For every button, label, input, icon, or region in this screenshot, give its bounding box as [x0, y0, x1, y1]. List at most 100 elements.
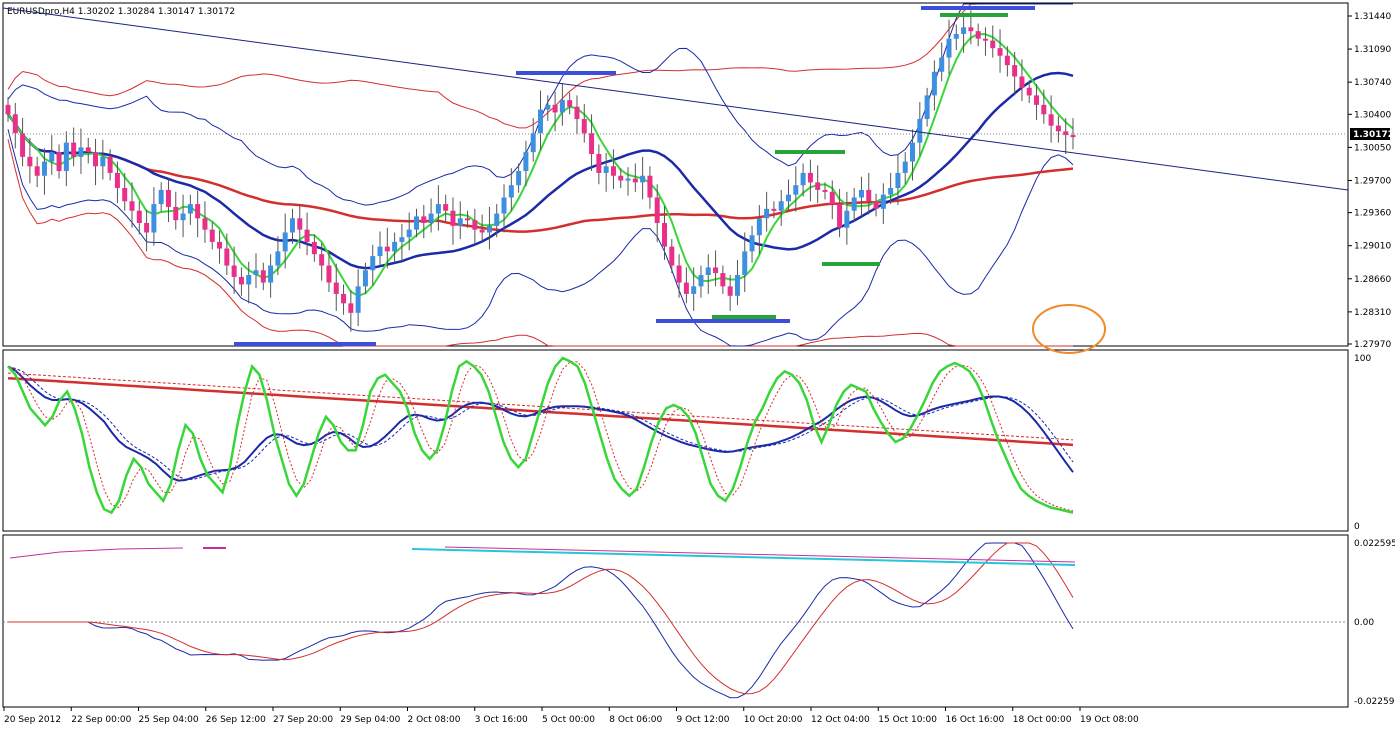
oscillator-axis: 100 0	[1354, 354, 1371, 532]
highlight-ellipse	[1032, 304, 1106, 354]
oscillator-tick-label: 100	[1354, 354, 1371, 364]
candle-body	[815, 182, 821, 190]
candle-body	[311, 241, 317, 255]
time-tick-label: 27 Sep 20:00	[273, 715, 333, 725]
time-axis: 20 Sep 2012 22 Sep 00:00 25 Sep 04:00 26 Se…	[3, 707, 1139, 725]
candle-body	[669, 246, 675, 266]
time-tick-label: 9 Oct 12:00	[677, 715, 730, 725]
macd-line	[8, 542, 1074, 699]
candle-body	[654, 197, 660, 224]
time-tick-label: 19 Oct 08:00	[1080, 715, 1139, 725]
candle-body	[34, 166, 40, 176]
candle-body	[961, 27, 967, 34]
candle-body	[895, 172, 901, 189]
band-lower	[7, 129, 1074, 347]
candle-body	[508, 185, 514, 198]
time-tick-label: 12 Oct 04:00	[811, 715, 870, 725]
candle-body	[756, 218, 762, 236]
candle-body	[1070, 135, 1076, 138]
candle-body	[260, 270, 266, 283]
candle-body	[888, 188, 894, 195]
oscillator-indicators	[7, 356, 1074, 515]
candle-body	[778, 201, 784, 211]
candle-body	[56, 152, 62, 172]
candle-body	[282, 232, 288, 252]
candle-body	[968, 27, 974, 32]
candle-body	[603, 166, 609, 173]
candle-body	[975, 31, 981, 39]
candle-body	[122, 188, 128, 202]
candle-body	[844, 210, 850, 228]
medium-moving-average	[7, 71, 1074, 270]
candle-body	[428, 213, 434, 224]
candle-body	[552, 104, 558, 113]
price-tick-label: 1.31090	[1354, 45, 1391, 55]
time-tick-label: 2 Oct 08:00	[408, 715, 461, 725]
candle-body	[165, 189, 171, 207]
candle-body	[800, 172, 806, 186]
price-tick-label: 1.30050	[1354, 143, 1391, 153]
price-tick-label: 1.29700	[1354, 176, 1391, 186]
candle-body	[399, 237, 405, 242]
current-price-label: 1.30172	[1353, 130, 1394, 140]
candle-body	[392, 241, 398, 252]
time-tick-label: 3 Oct 16:00	[475, 715, 528, 725]
macd-axis: 0.022595 0.00 -0.022595	[1354, 539, 1395, 707]
candle-body	[319, 254, 325, 266]
candle-body	[997, 48, 1003, 56]
candle-body	[873, 201, 879, 209]
time-tick-label: 15 Oct 10:00	[878, 715, 937, 725]
candle-body	[858, 189, 864, 198]
candle-body	[1004, 55, 1010, 66]
candle-body	[144, 223, 150, 233]
candle-body	[341, 293, 347, 304]
main-panel-frame	[2, 2, 1349, 347]
candle-body	[953, 33, 959, 39]
macd-magenta-line	[444, 546, 1076, 563]
oscillator-red-signal	[7, 372, 1074, 441]
candle-body	[377, 246, 383, 257]
candle-body	[691, 286, 697, 294]
candle-body	[516, 171, 522, 186]
chart-header: EURUSDpro,H4 1.30202 1.30284 1.30147 1.3…	[7, 7, 235, 17]
candle-body	[866, 189, 872, 202]
macd-magenta-segment	[9, 547, 184, 559]
candle-body	[822, 189, 828, 192]
candle-body	[589, 133, 595, 155]
candle-body	[5, 104, 11, 115]
macd-cyan-line	[411, 548, 1076, 566]
candle-body	[851, 197, 857, 211]
candle-body	[27, 156, 33, 167]
candle-body	[1063, 131, 1069, 136]
candle-body	[107, 156, 113, 173]
candle-body	[662, 223, 668, 247]
candle-body	[406, 229, 412, 238]
time-tick-label: 20 Sep 2012	[4, 715, 61, 725]
candle-body	[545, 104, 551, 110]
candle-body	[705, 267, 711, 275]
candle-body	[625, 178, 631, 181]
macd-tick-label: 0.022595	[1354, 539, 1395, 549]
candle-body	[370, 256, 376, 271]
candle-body	[187, 204, 193, 214]
candle-body	[195, 204, 201, 219]
candle-body	[486, 225, 492, 233]
candle-body	[63, 142, 69, 172]
candle-body	[268, 265, 274, 283]
candle-body	[910, 142, 916, 162]
candle-body	[443, 204, 449, 211]
candle-body	[326, 265, 332, 283]
candle-body	[217, 241, 223, 249]
candle-body	[355, 286, 361, 313]
candle-body	[129, 201, 135, 211]
time-tick-label: 5 Oct 00:00	[542, 715, 595, 725]
candle-body	[939, 57, 945, 72]
oscillator-green-line	[7, 356, 1074, 515]
price-axis: 1.31440 1.31090 1.30740 1.30400 1.30050 1.297…	[1348, 12, 1391, 350]
candle-body	[450, 210, 456, 226]
macd-tick-label: 0.00	[1354, 618, 1374, 628]
candle-body	[472, 220, 478, 230]
current-price-box	[1350, 128, 1390, 140]
price-tick-label: 1.30740	[1354, 78, 1391, 88]
